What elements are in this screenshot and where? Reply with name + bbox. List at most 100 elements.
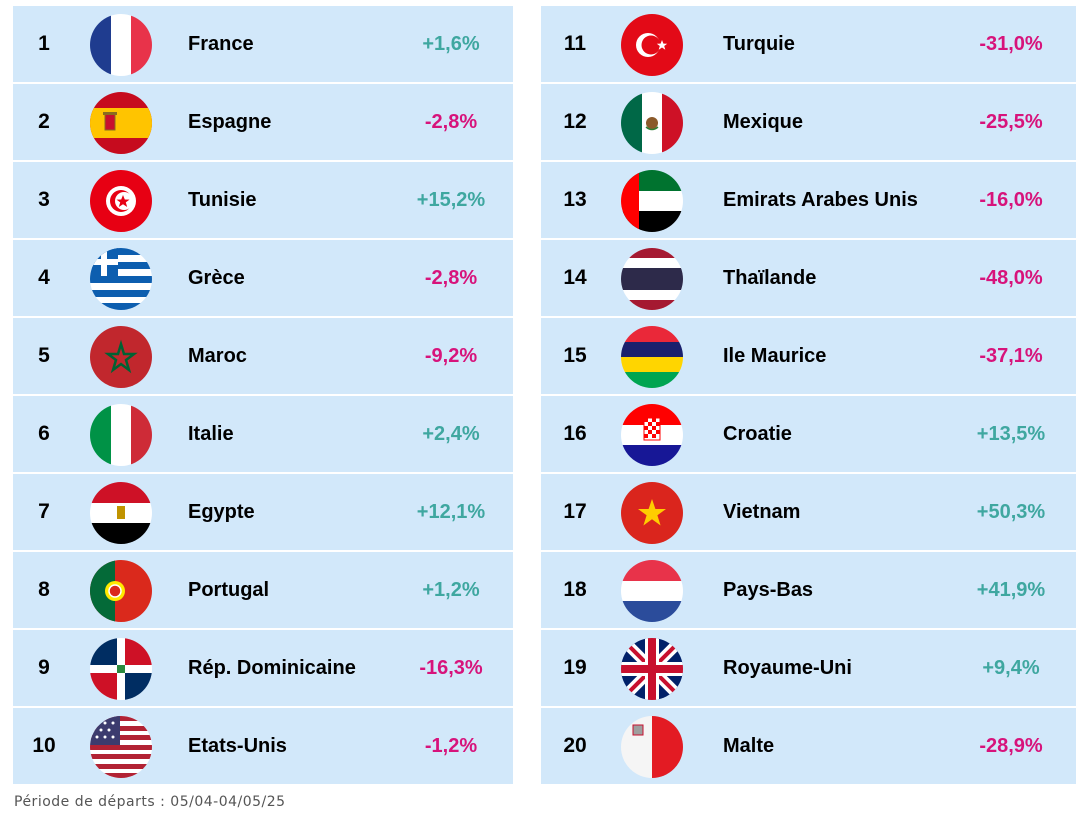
rank-number: 20	[563, 734, 587, 757]
change-value: +9,4%	[982, 657, 1040, 679]
rank-number: 3	[38, 188, 50, 211]
country-name: Vietnam	[723, 501, 801, 523]
change-value: -1,2%	[424, 735, 478, 757]
change-value: -2,8%	[424, 267, 478, 289]
rank-number: 10	[32, 734, 56, 757]
flag-dominican-republic-icon	[90, 638, 152, 700]
change-value: +15,2%	[416, 189, 486, 211]
country-name: Grèce	[188, 267, 245, 289]
country-name: Pays-Bas	[723, 579, 814, 601]
country-name: Italie	[188, 423, 234, 445]
ranking-row: 15 Ile Maurice -37,1%	[541, 318, 1076, 394]
ranking-row: 16 Croatie +13,5%	[541, 396, 1076, 472]
flag-greece-icon	[90, 248, 152, 310]
flag-italy-icon	[90, 404, 152, 466]
flag-morocco-icon	[90, 326, 152, 388]
rank-number: 17	[563, 500, 587, 523]
change-value: -16,3%	[419, 657, 483, 679]
change-value: +2,4%	[422, 423, 480, 445]
country-name: Maroc	[188, 345, 247, 367]
country-name: Egypte	[188, 501, 255, 523]
ranking-row: 20 Malte -28,9%	[541, 708, 1076, 784]
rank-number: 4	[38, 266, 50, 289]
rank-number: 7	[38, 500, 50, 523]
rank-number: 6	[38, 422, 50, 445]
rank-number: 2	[38, 110, 50, 133]
ranking-row: 19 Royaume-Uni +9,4%	[541, 630, 1076, 706]
change-value: -48,0%	[979, 267, 1043, 289]
flag-mexico-icon	[621, 92, 683, 154]
country-name: Espagne	[188, 111, 272, 133]
ranking-row: 2 Espagne -2,8%	[13, 84, 513, 160]
flag-thailand-icon	[621, 248, 683, 310]
flag-uae-icon	[621, 170, 683, 232]
ranking-row: 18 Pays-Bas +41,9%	[541, 552, 1076, 628]
change-value: -2,8%	[424, 111, 478, 133]
change-value: -16,0%	[979, 189, 1043, 211]
flag-turkey-icon	[621, 14, 683, 76]
ranking-row: 9 Rép. Dominicaine -16,3%	[13, 630, 513, 706]
rank-number: 14	[563, 266, 587, 289]
flag-mauritius-icon	[621, 326, 683, 388]
flag-france-icon	[90, 14, 152, 76]
ranking-row: 12 Mexique -25,5%	[541, 84, 1076, 160]
flag-egypt-icon	[90, 482, 152, 544]
ranking-column-right: 11 Turquie -31,0% 12 Mexique -25,5% 13 E…	[541, 6, 1076, 786]
country-name: Royaume-Uni	[723, 657, 852, 679]
flag-croatia-icon	[621, 404, 683, 466]
change-value: -25,5%	[979, 111, 1043, 133]
change-value: +1,2%	[422, 579, 480, 601]
country-name: Croatie	[723, 423, 792, 445]
ranking-row: 8 Portugal +1,2%	[13, 552, 513, 628]
change-value: -31,0%	[979, 33, 1043, 55]
rank-number: 5	[38, 344, 50, 367]
flag-usa-icon	[90, 716, 152, 778]
rank-number: 11	[563, 32, 587, 55]
country-name: Ile Maurice	[723, 345, 827, 367]
departure-period-note: Période de départs : 05/04-04/05/25	[14, 794, 286, 810]
rank-number: 19	[563, 656, 587, 679]
change-value: -9,2%	[424, 345, 478, 367]
ranking-row: 14 Thaïlande -48,0%	[541, 240, 1076, 316]
ranking-row: 1 France +1,6%	[13, 6, 513, 82]
ranking-row: 13 Emirats Arabes Unis -16,0%	[541, 162, 1076, 238]
change-value: -28,9%	[979, 735, 1043, 757]
ranking-row: 6 Italie +2,4%	[13, 396, 513, 472]
ranking-row: 3 Tunisie +15,2%	[13, 162, 513, 238]
ranking-row: 11 Turquie -31,0%	[541, 6, 1076, 82]
country-name: Tunisie	[188, 189, 257, 211]
flag-uk-icon	[621, 638, 683, 700]
change-value: +1,6%	[422, 33, 480, 55]
ranking-row: 7 Egypte +12,1%	[13, 474, 513, 550]
rank-number: 9	[38, 656, 50, 679]
rank-number: 15	[563, 344, 587, 367]
rank-number: 8	[38, 578, 50, 601]
country-name: Rép. Dominicaine	[188, 657, 356, 679]
country-name: France	[188, 33, 254, 55]
ranking-row: 4 Grèce -2,8%	[13, 240, 513, 316]
rank-number: 18	[563, 578, 587, 601]
flag-spain-icon	[90, 92, 152, 154]
change-value: -37,1%	[979, 345, 1043, 367]
flag-vietnam-icon	[621, 482, 683, 544]
flag-netherlands-icon	[621, 560, 683, 622]
country-name: Thaïlande	[723, 267, 817, 289]
rank-number: 16	[563, 422, 587, 445]
flag-malta-icon	[621, 716, 683, 778]
flag-tunisia-icon	[90, 170, 152, 232]
change-value: +50,3%	[976, 501, 1046, 523]
change-value: +12,1%	[416, 501, 486, 523]
country-name: Turquie	[723, 33, 795, 55]
country-name: Emirats Arabes Unis	[723, 189, 918, 211]
ranking-row: 10 Etats-Unis -1,2%	[13, 708, 513, 784]
country-name: Malte	[723, 735, 775, 757]
country-name: Etats-Unis	[188, 735, 287, 757]
rank-number: 1	[38, 32, 50, 55]
ranking-column-left: 1 France +1,6% 2 Espagne -2,8% 3 Tunisie…	[13, 6, 513, 786]
rank-number: 13	[563, 188, 587, 211]
rank-number: 12	[563, 110, 587, 133]
ranking-row: 5 Maroc -9,2%	[13, 318, 513, 394]
country-name: Mexique	[723, 111, 804, 133]
country-name: Portugal	[188, 579, 270, 601]
change-value: +13,5%	[976, 423, 1046, 445]
